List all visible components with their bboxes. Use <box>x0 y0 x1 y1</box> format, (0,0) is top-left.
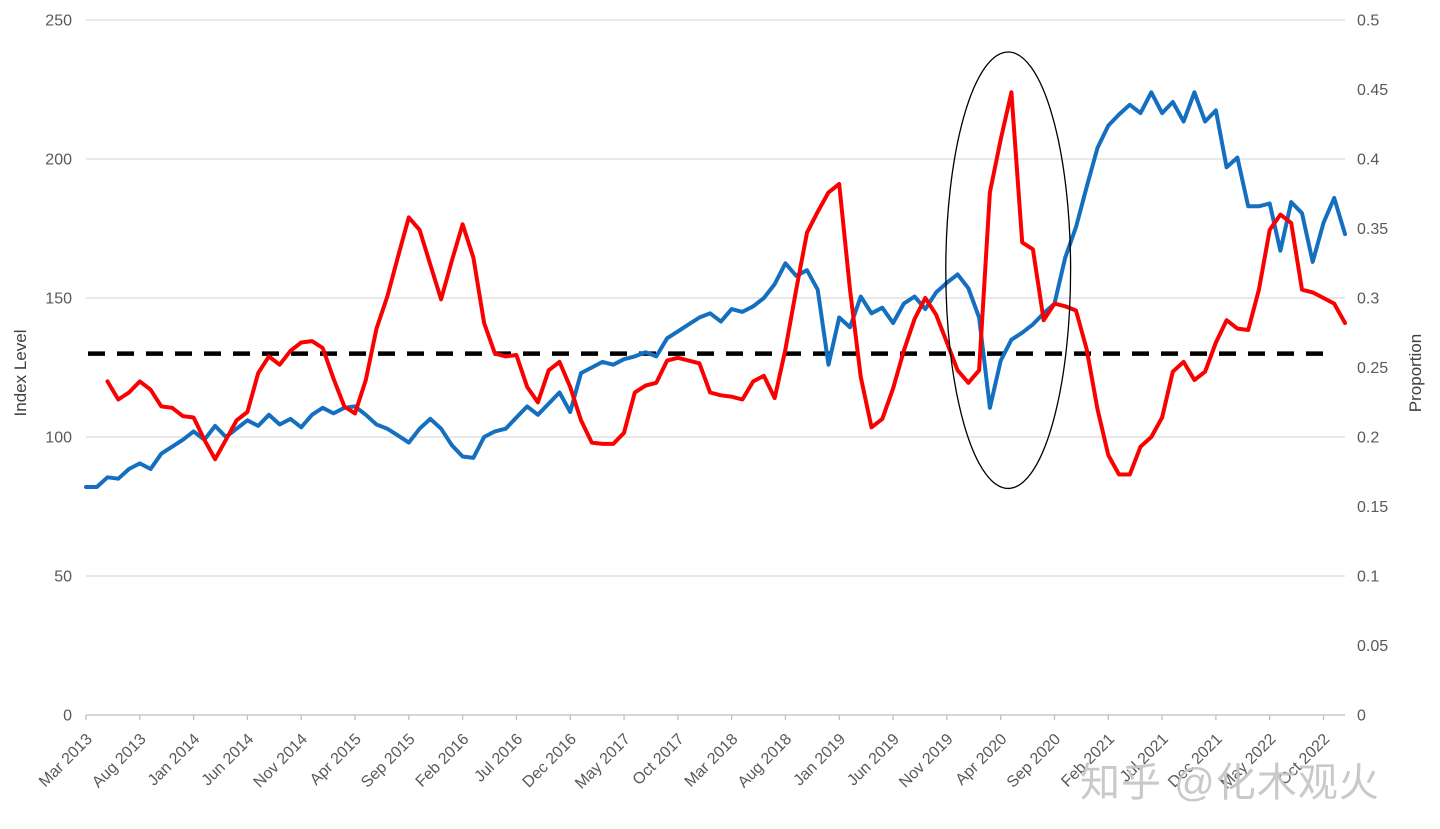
svg-text:Nov 2019: Nov 2019 <box>896 731 957 792</box>
y-axis-right-labels: 0 0.05 0.1 0.15 0.2 0.25 0.3 0.35 0.4 0.45 0.5 <box>1357 13 1388 725</box>
y-axis-left-labels: 0 50 100 150 200 250 <box>45 13 72 725</box>
svg-text:0.35: 0.35 <box>1357 221 1388 238</box>
svg-text:Jun 2019: Jun 2019 <box>844 731 903 790</box>
right-axis-title: Proportion <box>1406 333 1425 413</box>
svg-text:0: 0 <box>1357 708 1366 725</box>
svg-text:0.4: 0.4 <box>1357 152 1379 169</box>
svg-text:Dec 2016: Dec 2016 <box>520 731 581 792</box>
svg-text:0.1: 0.1 <box>1357 569 1379 586</box>
svg-text:0.2: 0.2 <box>1357 430 1379 447</box>
svg-text:Aug 2018: Aug 2018 <box>735 731 796 792</box>
svg-text:Aug 2013: Aug 2013 <box>89 731 150 792</box>
svg-text:Jan 2014: Jan 2014 <box>145 731 204 790</box>
watermark: 知乎 @化木观火 <box>1080 761 1380 805</box>
svg-text:Nov 2014: Nov 2014 <box>251 731 312 792</box>
svg-text:May 2017: May 2017 <box>572 731 634 793</box>
svg-text:Jan 2019: Jan 2019 <box>790 731 849 790</box>
svg-text:0.5: 0.5 <box>1357 13 1379 30</box>
svg-text:150: 150 <box>45 291 72 308</box>
svg-text:0.25: 0.25 <box>1357 360 1388 377</box>
svg-text:Feb 2016: Feb 2016 <box>413 731 473 791</box>
svg-text:Apr 2015: Apr 2015 <box>307 731 365 789</box>
svg-text:Jul 2016: Jul 2016 <box>471 731 526 786</box>
svg-text:Jun 2014: Jun 2014 <box>199 731 258 790</box>
left-axis-title: Index Level <box>11 329 30 417</box>
annotation-ellipse <box>945 51 1072 490</box>
gridlines <box>86 19 1345 577</box>
x-axis <box>85 714 1345 720</box>
svg-text:0.45: 0.45 <box>1357 82 1388 99</box>
svg-text:200: 200 <box>45 152 72 169</box>
svg-text:Mar 2018: Mar 2018 <box>682 731 742 791</box>
svg-text:0: 0 <box>63 708 72 725</box>
svg-text:Apr 2020: Apr 2020 <box>953 731 1011 789</box>
svg-text:0.05: 0.05 <box>1357 638 1388 655</box>
svg-text:50: 50 <box>54 569 72 586</box>
svg-text:0.15: 0.15 <box>1357 499 1388 516</box>
index-level-line <box>84 90 1347 489</box>
svg-text:Mar 2013: Mar 2013 <box>36 731 96 791</box>
svg-text:0.3: 0.3 <box>1357 291 1379 308</box>
svg-text:Oct 2017: Oct 2017 <box>630 731 688 789</box>
proportion-line <box>105 90 1347 477</box>
svg-text:Sep 2015: Sep 2015 <box>358 731 419 792</box>
svg-text:250: 250 <box>45 13 72 30</box>
svg-text:Sep 2020: Sep 2020 <box>1004 731 1065 792</box>
svg-text:100: 100 <box>45 430 72 447</box>
